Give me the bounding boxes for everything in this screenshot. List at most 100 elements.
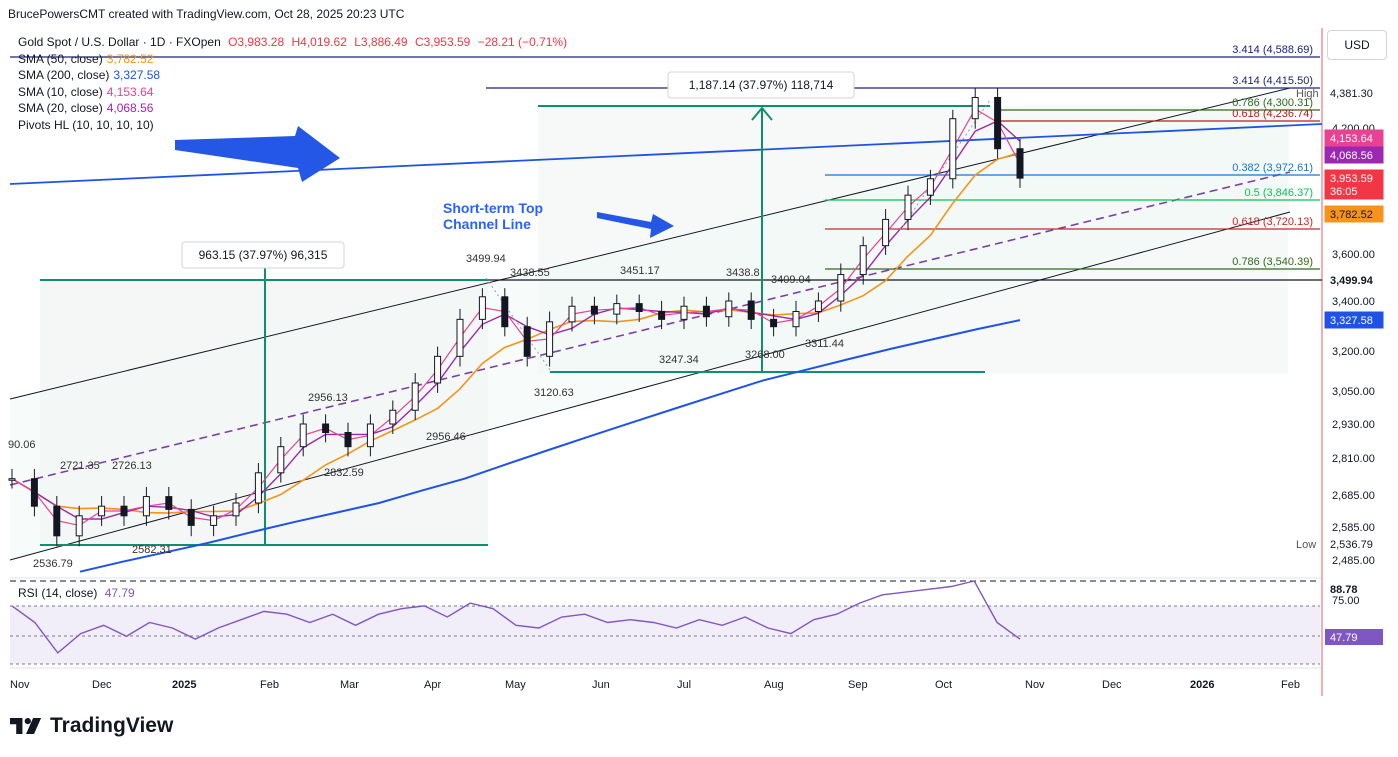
- fib-level-label: 0.618 (3,720.13): [1232, 216, 1313, 228]
- candle-body: [680, 305, 688, 320]
- time-axis-tick: Feb: [260, 679, 279, 691]
- candle-body: [366, 423, 374, 448]
- price-axis-tick: 3,200.00: [1332, 346, 1375, 358]
- candle-body: [1016, 148, 1024, 179]
- candle-body: [478, 296, 486, 320]
- dotted-diagonal: [485, 277, 551, 371]
- fib-level-label: 3.414 (4,415.50): [1232, 75, 1313, 87]
- symbol-name[interactable]: Gold Spot / U.S. Dollar · 1D · FXOpen: [18, 35, 221, 49]
- price-badge-text: 2,536.79: [1330, 539, 1373, 551]
- candle-body: [75, 515, 83, 537]
- legend-sma10[interactable]: SMA (10, close) 4,153.64: [18, 84, 567, 101]
- legend-sma20-label: SMA (20, close): [18, 101, 103, 116]
- price-badge: [1324, 535, 1384, 553]
- pivot-label: 3499.94: [466, 253, 506, 265]
- candle-body: [702, 305, 710, 318]
- candle-body: [882, 218, 890, 247]
- price-axis-tick: 2,685.00: [1332, 490, 1375, 502]
- rsi-axis-tick: 75.00: [1332, 595, 1360, 607]
- time-axis-tick: Apr: [424, 679, 441, 691]
- price-badge-prefix: High: [1296, 88, 1319, 100]
- price-badge: [1324, 146, 1384, 164]
- candle-body: [8, 478, 16, 481]
- candle-body: [299, 423, 307, 448]
- pivot-label: 2956.46: [426, 431, 466, 443]
- rsi-badge-current-text: 47.79: [1330, 632, 1358, 644]
- time-axis-tick: 2026: [1190, 679, 1214, 691]
- price-badge-text: 4,153.64: [1330, 133, 1373, 145]
- candle-body: [53, 505, 61, 537]
- legend-sma10-value: 4,153.64: [106, 84, 154, 99]
- legend-sma50[interactable]: SMA (50, close) 3,782.52: [18, 51, 567, 68]
- legend-sma200-value: 3,327.58: [113, 68, 161, 83]
- pivot-label: 3438.8: [726, 267, 760, 279]
- price-badge-text: 3,499.94: [1330, 275, 1374, 287]
- blue-arrow-large: [175, 126, 340, 182]
- rsi-value: 47.79: [104, 586, 135, 600]
- rsi-legend[interactable]: RSI (14, close) 47.79: [18, 586, 135, 600]
- blue-arrow-small: [597, 212, 674, 238]
- time-axis-tick: Feb: [1281, 679, 1300, 691]
- legend-sma50-label: SMA (50, close): [18, 51, 103, 66]
- pivot-label: 2582.31: [132, 544, 172, 556]
- candle-body: [926, 178, 934, 196]
- time-axis-tick: Jun: [592, 679, 610, 691]
- legend-sma20[interactable]: SMA (20, close) 4,068.56: [18, 100, 567, 117]
- chart-legend: Gold Spot / U.S. Dollar · 1D · FXOpen O3…: [18, 34, 567, 134]
- candle-body: [120, 505, 128, 517]
- sma200-line: [79, 319, 1021, 573]
- time-axis-tick: Dec: [92, 679, 112, 691]
- price-badge: [1324, 205, 1384, 223]
- legend-pivots[interactable]: Pivots HL (10, 10, 10, 10): [18, 117, 567, 134]
- pivot-label: 3268.00: [745, 349, 785, 361]
- ohlc-change: −28.21 (−0.71%): [477, 35, 568, 49]
- tradingview-brand[interactable]: TradingView: [10, 714, 173, 738]
- price-axis-tick: 2,485.00: [1332, 555, 1375, 567]
- price-badge: [1324, 182, 1384, 200]
- candle-body: [456, 318, 464, 357]
- time-axis-tick: May: [505, 679, 526, 691]
- candle-body: [434, 355, 442, 384]
- pivot-label: 90.06: [8, 439, 36, 451]
- candle-body: [546, 321, 554, 357]
- pivot-label: 3120.63: [534, 387, 574, 399]
- time-axis-tick: Dec: [1102, 679, 1122, 691]
- candle-body: [635, 303, 643, 312]
- legend-sma200[interactable]: SMA (200, close) 3,327.58: [18, 67, 567, 84]
- candle-body: [389, 409, 397, 425]
- time-axis-tick: Oct: [935, 679, 952, 691]
- currency-button[interactable]: USD: [1327, 30, 1387, 60]
- rsi-line: [11, 580, 1021, 654]
- legend-sma10-label: SMA (10, close): [18, 84, 103, 99]
- pivot-label: 3451.17: [620, 265, 660, 277]
- candle-body: [792, 310, 800, 328]
- channel-lower-line: [9, 211, 1291, 561]
- legend-pivots-label: Pivots HL (10, 10, 10, 10): [18, 117, 154, 132]
- pivot-label: 2726.13: [112, 460, 152, 472]
- time-axis-tick: Mar: [340, 679, 359, 691]
- candle-body: [232, 502, 240, 517]
- brand-name: TradingView: [50, 714, 174, 737]
- chart-attribution: BrucePowersCMT created with TradingView.…: [8, 7, 405, 21]
- fib-level-label: 0.5 (3,846.37): [1245, 187, 1314, 199]
- candle-body: [344, 432, 352, 448]
- candle-body: [210, 515, 218, 526]
- candle-body: [98, 505, 106, 517]
- ohlc-low: L3,886.49: [354, 35, 408, 49]
- price-badge-text: 4,381.30: [1330, 88, 1373, 100]
- price-badge-text: 4,068.56: [1330, 150, 1373, 162]
- measure-arrow-head: [751, 106, 773, 121]
- candle-body: [725, 300, 733, 318]
- candle-body: [994, 96, 1002, 150]
- time-axis-tick: Sep: [848, 679, 868, 691]
- pivot-label: 2956.13: [308, 392, 348, 404]
- candle-body: [747, 300, 755, 320]
- candle-body: [165, 496, 173, 510]
- candle-body: [814, 300, 822, 312]
- top-channel-line: [9, 123, 1323, 185]
- candle-body: [904, 194, 912, 220]
- time-axis-tick: Aug: [764, 679, 784, 691]
- candle-body: [837, 274, 845, 302]
- measure-label-box: [181, 241, 345, 269]
